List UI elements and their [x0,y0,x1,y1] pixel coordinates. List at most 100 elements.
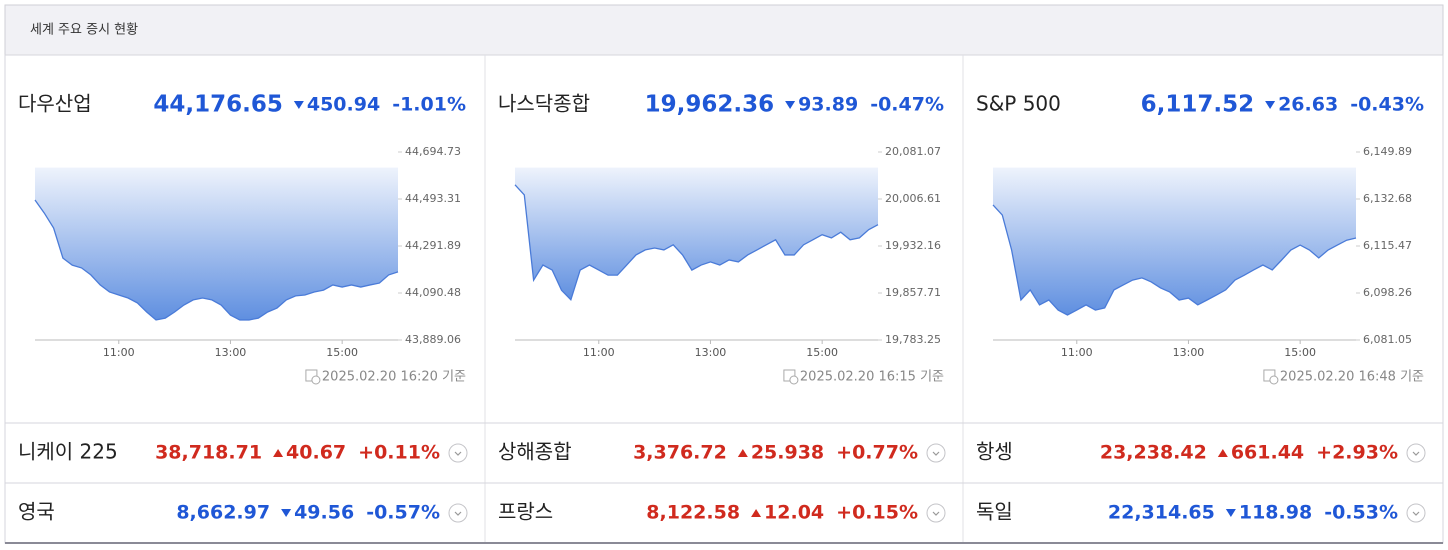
price: 8,662.97 [176,502,270,524]
price: 19,962.36 [645,92,775,118]
change-percent: -0.47% [870,94,944,116]
y-tick-label: 20,006.61 [885,192,941,205]
expand-chevron [1412,511,1420,516]
market-name: 프랑스 [498,500,553,524]
x-tick-label: 15:00 [806,346,838,359]
y-tick-label: 20,081.07 [885,145,941,158]
change-percent: +0.15% [836,502,918,524]
change-value: 25.938 [751,442,824,464]
index-name: S&P 500 [976,92,1061,116]
price: 6,117.52 [1141,92,1255,118]
expand-chevron [1412,451,1420,456]
market-name: 영국 [18,500,55,524]
y-tick-label: 19,932.16 [885,239,941,252]
change-percent: +0.77% [836,442,918,464]
expand-chevron [454,451,462,456]
change-value: 661.44 [1231,442,1304,464]
direction-arrow [293,101,304,109]
price-line [992,204,1357,316]
direction-arrow [737,449,748,457]
change-value: 26.63 [1278,94,1338,116]
y-tick-label: 19,857.71 [885,286,941,299]
x-tick-label: 13:00 [1173,346,1205,359]
clock-icon [1269,375,1279,385]
timestamp: 2025.02.20 16:48 기준 [1280,370,1424,385]
clock-icon [1263,369,1276,382]
clock-icon [311,375,321,385]
expand-circle [448,443,468,463]
y-tick-label: 6,149.89 [1363,145,1412,158]
area-fill [993,167,1356,316]
timestamp: 2025.02.20 16:15 기준 [800,370,944,385]
area-fill [35,167,398,320]
area-fill [515,167,878,300]
direction-arrow [785,101,796,109]
expand-circle [1406,443,1426,463]
change-value: 450.94 [307,94,380,116]
expand-button[interactable] [1406,443,1426,463]
price: 22,314.65 [1108,502,1215,524]
expand-button[interactable] [448,503,468,523]
price: 3,376.72 [633,442,727,464]
change-percent: +0.11% [358,442,440,464]
y-tick-label: 6,132.68 [1363,192,1412,205]
expand-circle [926,443,946,463]
expand-button[interactable] [1406,503,1426,523]
change-value: 49.56 [294,502,354,524]
expand-circle [1406,503,1426,523]
expand-button[interactable] [926,503,946,523]
x-tick-label: 15:00 [326,346,358,359]
expand-chevron [932,451,940,456]
market-name: 상해종합 [498,440,572,464]
change-value: 12.04 [764,502,824,524]
timestamp: 2025.02.20 16:20 기준 [322,370,466,385]
change-value: 40.67 [286,442,346,464]
expand-button[interactable] [926,443,946,463]
y-tick-label: 19,783.25 [885,333,941,346]
header-bar [4,4,1444,56]
x-tick-label: 11:00 [1061,346,1093,359]
index-name: 나스닥종합 [498,92,590,116]
price: 38,718.71 [155,442,262,464]
header-title: 세계 주요 증시 현황 [30,23,138,38]
price: 23,238.42 [1100,442,1207,464]
y-tick-label: 44,493.31 [405,192,461,205]
price-line [34,199,399,321]
change-percent: +2.93% [1316,442,1398,464]
y-tick-label: 6,098.26 [1363,286,1412,299]
y-tick-label: 43,889.06 [405,333,461,346]
price: 44,176.65 [153,92,283,118]
change-percent: -1.01% [392,94,466,116]
market-name: 니케이 225 [18,440,118,464]
direction-arrow [273,449,284,457]
direction-arrow [1217,449,1228,457]
direction-arrow [281,509,292,517]
expand-chevron [932,511,940,516]
clock-icon [305,369,318,382]
x-tick-label: 13:00 [695,346,727,359]
y-tick-label: 6,115.47 [1363,239,1412,252]
expand-chevron [454,511,462,516]
direction-arrow [1265,101,1276,109]
price: 8,122.58 [646,502,740,524]
change-percent: -0.57% [366,502,440,524]
y-tick-label: 44,291.89 [405,239,461,252]
direction-arrow [751,509,762,517]
change-percent: -0.53% [1324,502,1398,524]
expand-circle [448,503,468,523]
y-tick-label: 44,090.48 [405,286,461,299]
x-tick-label: 11:00 [583,346,615,359]
expand-button[interactable] [448,443,468,463]
clock-icon [789,375,799,385]
x-tick-label: 13:00 [215,346,247,359]
market-name: 항셍 [976,440,1013,464]
change-value: 93.89 [798,94,858,116]
change-value: 118.98 [1239,502,1312,524]
y-tick-label: 6,081.05 [1363,333,1412,346]
y-tick-label: 44,694.73 [405,145,461,158]
market-name: 독일 [976,500,1013,524]
direction-arrow [1225,509,1236,517]
index-name: 다우산업 [18,92,92,116]
clock-icon [783,369,796,382]
